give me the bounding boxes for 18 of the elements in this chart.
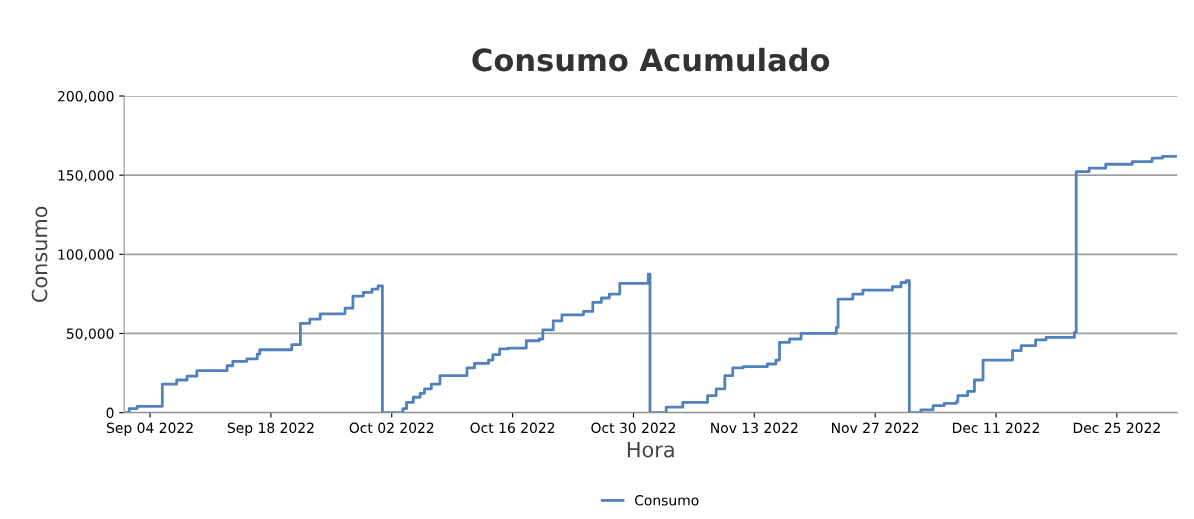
y-tick-label: 150,000 [58,170,114,183]
x-tick-label: Dec 11 2022 [953,422,1039,434]
x-tick-label: Oct 16 2022 [470,422,555,434]
chart-title: Consumo Acumulado [472,47,830,72]
x-tick-label: Dec 25 2022 [1073,422,1160,434]
x-tick-label: Nov 27 2022 [832,422,919,434]
y-axis-title: Consumo [31,206,48,302]
x-tick-label: Oct 30 2022 [591,422,676,434]
x-axis-title: Hora [627,441,674,458]
x-tick-label: Sep 04 2022 [106,422,193,436]
x-tick-label: Nov 13 2022 [711,422,798,434]
y-tick-label: 0 [106,407,114,419]
legend-label: Consumo [634,495,699,506]
x-tick-label: Oct 02 2022 [349,422,434,434]
y-tick-label: 200,000 [58,90,114,103]
x-tick-label: Sep 18 2022 [227,422,314,436]
y-tick-label: 100,000 [58,249,114,262]
y-tick-label: 50,000 [66,328,114,341]
